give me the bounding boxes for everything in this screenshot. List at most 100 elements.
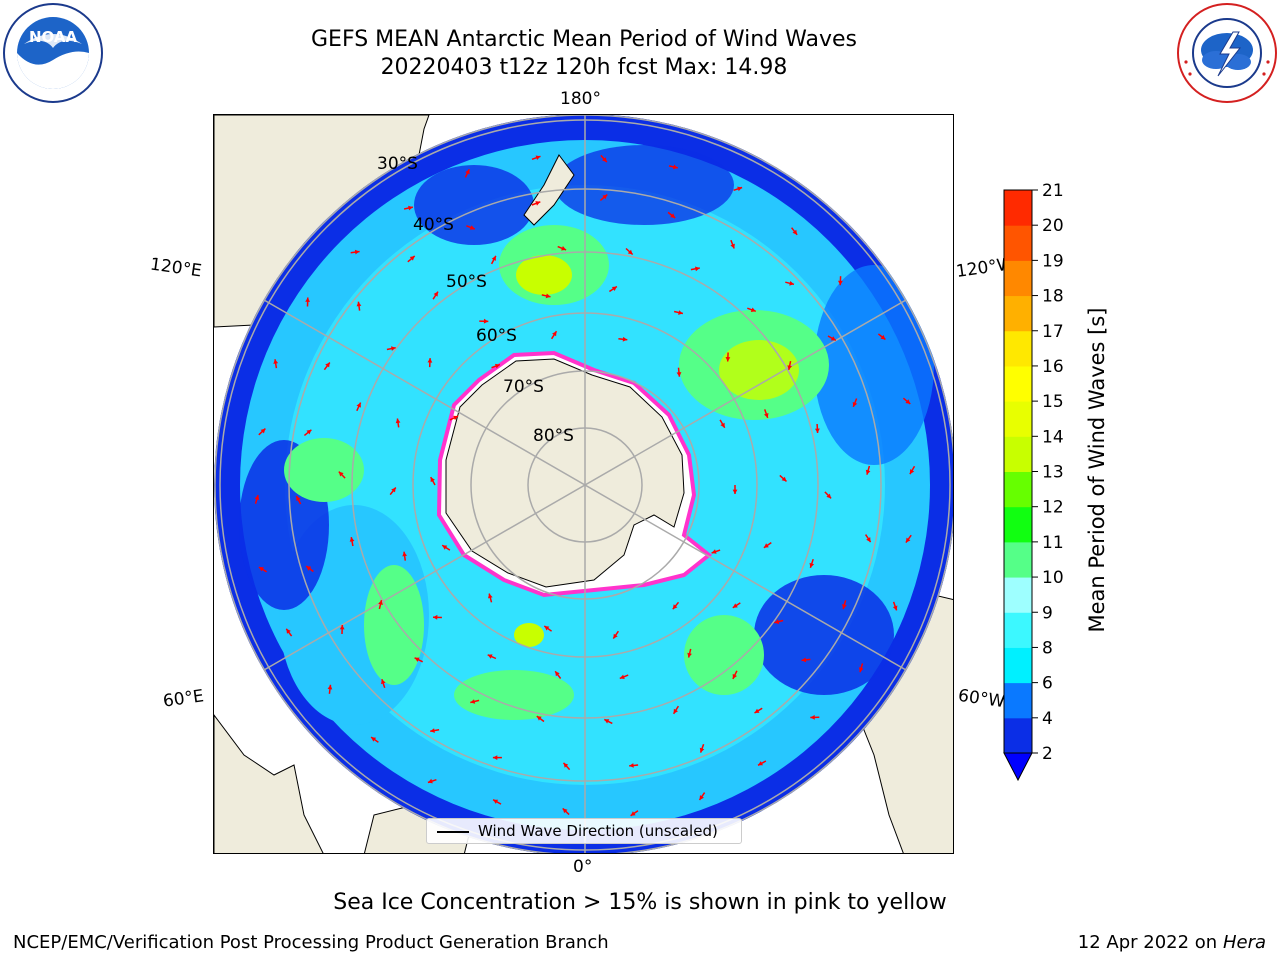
- wind-arrow-head-icon: [408, 205, 413, 211]
- footer-host: Hera: [1222, 932, 1266, 953]
- lat-label-80s: 80°S: [533, 426, 574, 446]
- footer-date: 12 Apr 2022 on Hera: [1078, 932, 1266, 953]
- colorbar-tick-label: 18: [1042, 287, 1064, 307]
- colorbar-tick-label: 17: [1042, 322, 1064, 342]
- wind-arrow-head-icon: [535, 155, 541, 160]
- nws-logo: [1177, 3, 1277, 103]
- colorbar-tick-label: 2: [1042, 744, 1053, 764]
- wind-arrow-head-icon: [465, 169, 470, 175]
- wind-arrow-head-icon: [258, 567, 264, 572]
- wind-arrow-head-icon: [602, 157, 607, 163]
- colorbar-extend-icon: [1003, 752, 1033, 782]
- wind-arrow-head-icon: [325, 362, 330, 368]
- wind-arrow-head-icon: [865, 469, 871, 475]
- wind-arrow-head-icon: [395, 418, 401, 424]
- wind-arrow-head-icon: [349, 537, 355, 542]
- colorbar-segment: [1004, 647, 1032, 684]
- wind-arrow-head-icon: [787, 365, 792, 370]
- wind-arrow-head-icon: [699, 795, 704, 800]
- wind-arrow-head-icon: [306, 429, 312, 435]
- wind-arrow-head-icon: [720, 422, 725, 428]
- colorbar-segment: [1004, 717, 1032, 754]
- wind-arrow-head-icon: [402, 551, 407, 557]
- colorbar-tick-label: 19: [1042, 251, 1064, 271]
- legend-line-icon: [437, 831, 469, 833]
- wind-arrow-head-icon: [544, 626, 550, 631]
- wind-arrow-head-icon: [493, 799, 499, 804]
- wind-arrow-head-icon: [699, 747, 705, 753]
- wind-arrow-head-icon: [711, 549, 717, 554]
- wind-arrow-head-icon: [858, 667, 864, 673]
- wind-arrow-head-icon: [488, 593, 493, 599]
- wind-arrow-head-icon: [781, 476, 787, 482]
- colorbar-tick-label: 16: [1042, 357, 1064, 377]
- colorbar-tick-label: 12: [1042, 498, 1064, 518]
- wind-arrow-head-icon: [732, 603, 738, 608]
- wind-arrow-head-icon: [487, 654, 493, 659]
- wind-arrow-head-icon: [552, 331, 557, 337]
- colorbar-tick-label: 8: [1042, 638, 1053, 658]
- lat-label-40s: 40°S: [413, 215, 454, 235]
- wind-arrow-head-icon: [758, 761, 763, 766]
- wind-arrow-head-icon: [470, 699, 476, 704]
- wind-arrow-head-icon: [483, 318, 489, 324]
- wind-arrow-head-icon: [563, 762, 569, 768]
- wind-arrow-head-icon: [354, 249, 360, 255]
- wind-arrow-head-icon: [725, 357, 731, 362]
- colorbar-tick-label: 6: [1042, 674, 1053, 694]
- wind-arrow-head-icon: [286, 628, 291, 634]
- colorbar-tick-label: 13: [1042, 463, 1064, 483]
- wind-arrow-head-icon: [296, 496, 301, 501]
- wind-arrow-field: [254, 154, 916, 817]
- wind-arrow-head-icon: [695, 266, 700, 272]
- wind-arrow-head-icon: [838, 280, 843, 286]
- wind-arrow-head-icon: [260, 428, 266, 434]
- wind-arrow-head-icon: [750, 307, 756, 312]
- wind-arrow-head-icon: [909, 469, 915, 475]
- wind-arrow-head-icon: [378, 600, 383, 605]
- colorbar-segment: [1004, 365, 1032, 402]
- wind-arrow-head-icon: [555, 671, 560, 677]
- colorbar-segment: [1004, 260, 1032, 297]
- wind-arrow-head-icon: [535, 201, 541, 206]
- wind-arrow-head-icon: [670, 213, 676, 218]
- colorbar-tick-label: 20: [1042, 216, 1064, 236]
- wind-arrow-head-icon: [678, 310, 683, 315]
- wind-arrow-head-icon: [611, 286, 617, 291]
- wind-arrow-head-icon: [562, 808, 568, 814]
- wind-arrow-head-icon: [356, 301, 362, 307]
- wind-arrow-head-icon: [792, 229, 798, 235]
- colorbar-segment: [1004, 225, 1032, 261]
- colorbar-segment: [1004, 541, 1032, 578]
- africa-landmass: [214, 714, 324, 853]
- lat-label-30s: 30°S: [377, 154, 418, 174]
- colorbar-tick-label: 11: [1042, 533, 1064, 553]
- colorbar-tick-label: 4: [1042, 709, 1053, 729]
- wind-arrow-head-icon: [536, 716, 542, 721]
- polar-map: 30°S 40°S 50°S 60°S 70°S 80°S: [214, 115, 953, 853]
- lon-label-180: 180°: [560, 89, 601, 109]
- wind-arrow-head-icon: [430, 477, 435, 483]
- map-panel: 30°S 40°S 50°S 60°S 70°S 80°S: [213, 114, 954, 854]
- wind-arrow-head-icon: [673, 164, 678, 170]
- colorbar-segment: [1004, 436, 1032, 472]
- wind-arrow-head-icon: [430, 728, 435, 733]
- colorbar-segment: [1004, 577, 1032, 613]
- wind-arrow-head-icon: [427, 778, 433, 784]
- wind-arrow-head-icon: [427, 358, 433, 363]
- colorbar-segment: [1004, 295, 1032, 332]
- wind-arrow-head-icon: [602, 194, 608, 200]
- wind-arrow-head-icon: [866, 537, 871, 543]
- wind-arrow-head-icon: [561, 246, 567, 251]
- legend-label: Wind Wave Direction (unscaled): [478, 822, 718, 840]
- wind-arrow-head-icon: [433, 614, 438, 620]
- wind-arrow-head-icon: [622, 336, 628, 342]
- wind-arrow-head-icon: [732, 489, 738, 494]
- colorbar-segment: [1004, 612, 1032, 648]
- wind-arrow-head-icon: [830, 336, 836, 341]
- chart-subtitle: 20220403 t12z 120h fcst Max: 14.98: [380, 55, 788, 80]
- wind-arrow-head-icon: [492, 755, 498, 760]
- lon-label-60e: 60°E: [161, 686, 206, 712]
- wind-arrow-head-icon: [789, 281, 794, 286]
- wind-arrow-head-icon: [815, 428, 820, 433]
